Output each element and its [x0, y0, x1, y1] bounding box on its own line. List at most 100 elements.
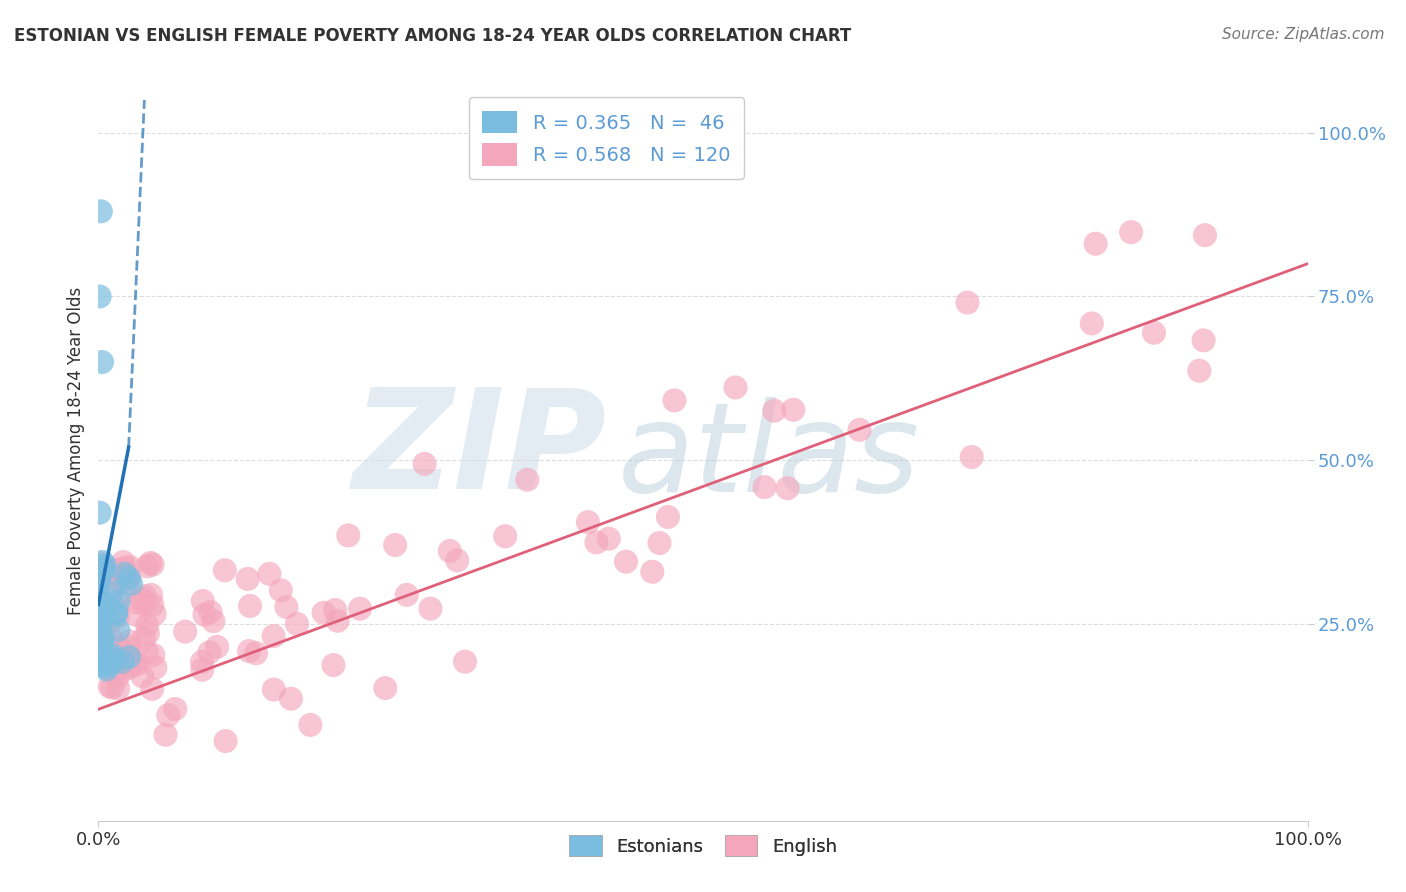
Point — [326, 614, 349, 628]
Point — [155, 728, 177, 742]
Point — [94, 610, 117, 624]
Point — [419, 601, 441, 615]
Point — [107, 563, 129, 577]
Point — [263, 629, 285, 643]
Point — [648, 536, 671, 550]
Point — [89, 641, 111, 656]
Point — [118, 634, 141, 648]
Point — [143, 607, 166, 621]
Point — [776, 481, 799, 495]
Point — [322, 658, 344, 673]
Point — [89, 653, 111, 667]
Point — [101, 648, 124, 662]
Point — [312, 606, 335, 620]
Point — [157, 708, 180, 723]
Point — [93, 659, 115, 673]
Point — [98, 680, 121, 694]
Point — [118, 571, 141, 585]
Point — [125, 596, 148, 610]
Point — [136, 618, 159, 632]
Point — [191, 655, 214, 669]
Point — [90, 204, 112, 219]
Point — [104, 607, 127, 622]
Point — [101, 566, 124, 580]
Text: ESTONIAN VS ENGLISH FEMALE POVERTY AMONG 18-24 YEAR OLDS CORRELATION CHART: ESTONIAN VS ENGLISH FEMALE POVERTY AMONG… — [14, 27, 851, 45]
Point — [93, 602, 115, 616]
Point — [108, 641, 131, 656]
Text: Source: ZipAtlas.com: Source: ZipAtlas.com — [1222, 27, 1385, 42]
Point — [114, 566, 136, 581]
Point — [131, 669, 153, 683]
Point — [91, 562, 114, 576]
Point — [200, 605, 222, 619]
Point — [205, 640, 228, 654]
Point — [145, 660, 167, 674]
Point — [384, 538, 406, 552]
Point — [103, 652, 125, 666]
Point — [94, 571, 117, 585]
Point — [395, 588, 418, 602]
Point — [96, 663, 118, 677]
Point — [101, 632, 124, 647]
Point — [89, 589, 111, 603]
Point — [93, 558, 115, 573]
Point — [134, 589, 156, 603]
Point — [1121, 225, 1143, 239]
Point — [101, 681, 124, 695]
Point — [136, 646, 159, 660]
Point — [516, 473, 538, 487]
Point — [1081, 317, 1104, 331]
Point — [104, 578, 127, 592]
Point — [112, 584, 135, 599]
Point — [238, 644, 260, 658]
Point — [276, 599, 298, 614]
Point — [136, 559, 159, 574]
Point — [323, 603, 346, 617]
Point — [87, 557, 110, 571]
Point — [239, 599, 262, 613]
Point — [202, 614, 225, 628]
Point — [754, 480, 776, 494]
Point — [1188, 364, 1211, 378]
Point — [270, 583, 292, 598]
Point — [576, 515, 599, 529]
Point — [121, 653, 143, 667]
Point — [141, 681, 163, 696]
Point — [91, 634, 114, 648]
Point — [198, 645, 221, 659]
Point — [107, 681, 129, 696]
Point — [142, 558, 165, 572]
Point — [263, 682, 285, 697]
Point — [142, 648, 165, 662]
Point — [174, 624, 197, 639]
Point — [454, 655, 477, 669]
Point — [89, 506, 111, 520]
Point — [112, 561, 135, 575]
Point — [117, 651, 139, 665]
Point — [413, 457, 436, 471]
Point — [446, 553, 468, 567]
Point — [614, 555, 637, 569]
Point — [94, 602, 117, 616]
Point — [90, 607, 112, 622]
Point — [132, 631, 155, 645]
Point — [1084, 236, 1107, 251]
Point — [87, 576, 110, 591]
Point — [89, 628, 111, 642]
Point — [280, 691, 302, 706]
Point — [120, 659, 142, 673]
Point — [100, 657, 122, 671]
Point — [91, 632, 114, 647]
Point — [89, 598, 111, 612]
Point — [91, 565, 114, 579]
Point — [598, 532, 620, 546]
Point — [107, 661, 129, 675]
Point — [107, 670, 129, 684]
Point — [105, 606, 128, 620]
Point — [259, 566, 281, 581]
Point — [214, 734, 236, 748]
Point — [118, 640, 141, 654]
Y-axis label: Female Poverty Among 18-24 Year Olds: Female Poverty Among 18-24 Year Olds — [66, 286, 84, 615]
Point — [112, 555, 135, 569]
Point — [374, 681, 396, 695]
